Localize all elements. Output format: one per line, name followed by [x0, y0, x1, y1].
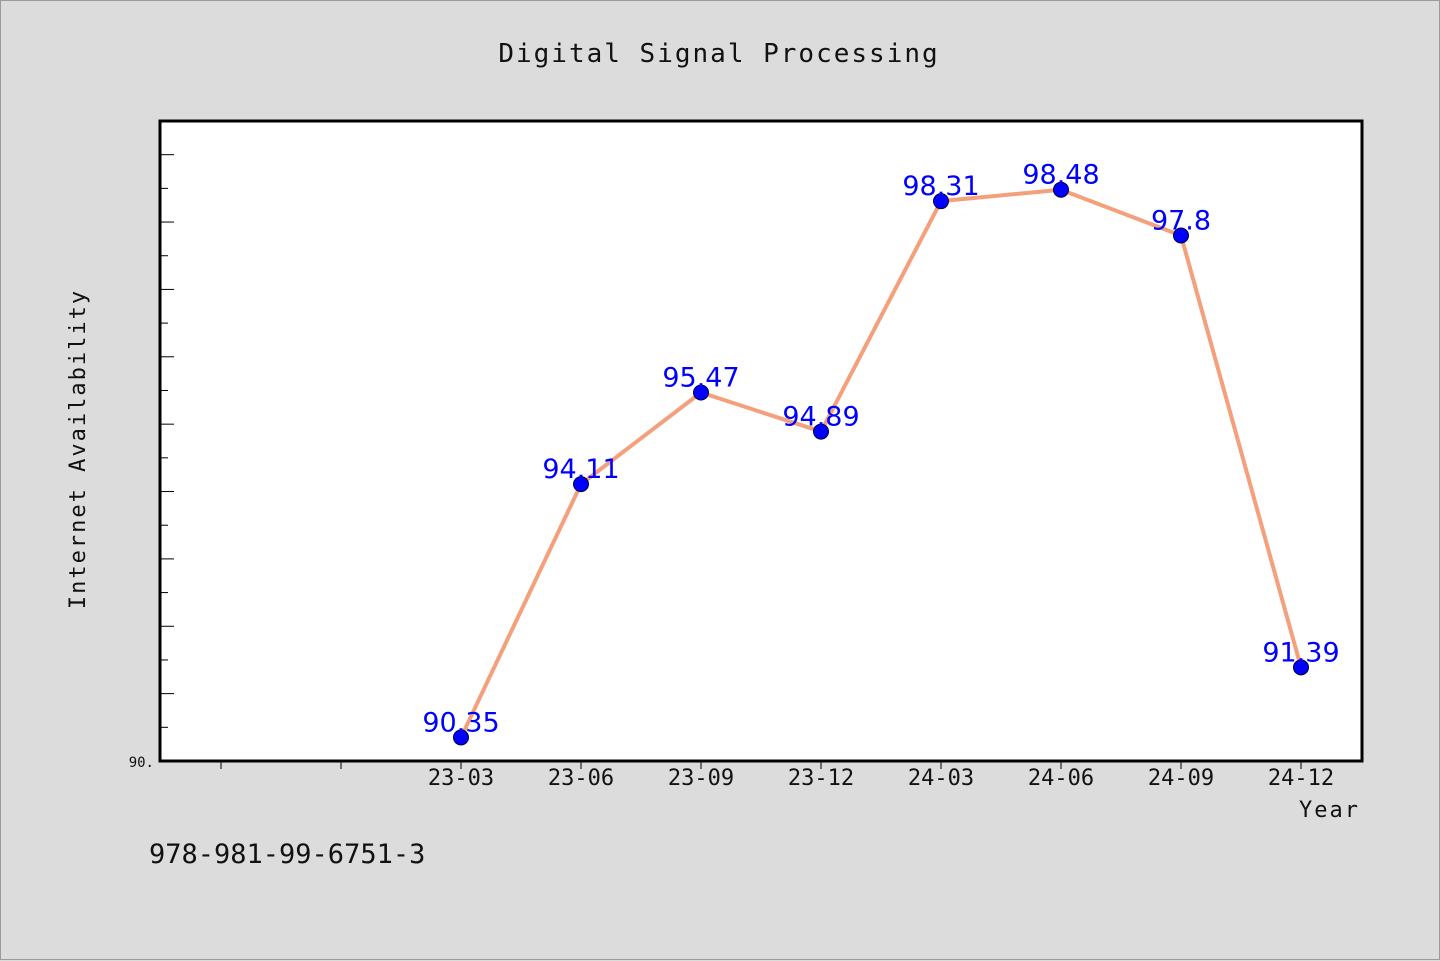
x-tick-label: 24-12: [1268, 766, 1334, 791]
x-tick-label: 23-03: [428, 766, 494, 791]
data-label: 91.39: [1262, 637, 1339, 668]
x-axis-title: Year: [1299, 798, 1360, 823]
y-axis-ticks: [160, 120, 174, 762]
data-label: 98.48: [1022, 160, 1099, 191]
data-label: 97.8: [1151, 206, 1211, 237]
chart-title: Digital Signal Processing: [498, 39, 939, 69]
x-tick-label: 24-03: [908, 766, 974, 791]
data-point: [933, 193, 949, 210]
data-point: [573, 476, 589, 493]
data-label: 94.89: [782, 402, 859, 433]
y-axis-title: Internet Availability: [66, 289, 91, 609]
data-label: 95.47: [662, 362, 739, 393]
x-axis-ticks: 23-03 23-06 23-09 23-12 24-03 24-06 24-09 24-12: [220, 761, 1334, 791]
series-layer: 90.35 94.11 95.47 94.89 98.31 98.48 97.8 91.39: [422, 160, 1340, 746]
x-tick-label: 24-09: [1148, 766, 1214, 791]
x-tick-label: 24-06: [1028, 766, 1094, 791]
data-point: [813, 423, 829, 440]
data-label: 90.35: [422, 707, 499, 738]
x-tick-label: 23-06: [548, 766, 614, 791]
isbn-label: 978-981-99-6751-3: [149, 839, 425, 870]
data-label: 98.31: [902, 171, 979, 202]
x-tick-label: 23-09: [668, 766, 734, 791]
data-point: [1173, 227, 1189, 244]
y-tick-label-min: 90.: [129, 755, 154, 771]
data-label: 94.11: [542, 454, 619, 485]
x-tick-label: 23-12: [788, 766, 854, 791]
data-point: [1293, 659, 1309, 676]
data-point: [693, 384, 709, 401]
series-line: [459, 187, 1303, 739]
data-point: [1053, 181, 1069, 198]
data-point: [453, 729, 469, 746]
